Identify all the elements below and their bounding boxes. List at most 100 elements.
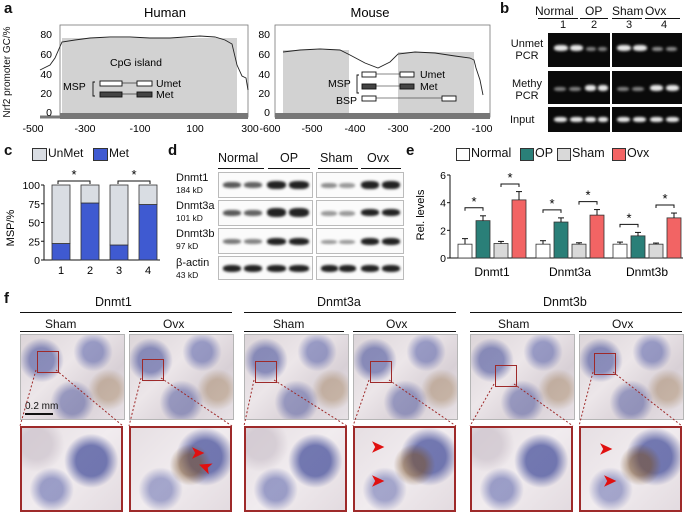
blot-actin-left [218, 256, 313, 280]
arrow-icon: ➤ [191, 445, 205, 462]
c-xtick: 3 [116, 265, 122, 277]
d-prot-4: β-actin 43 kD [176, 257, 210, 280]
micrograph-dnmt3a-sham [244, 334, 349, 420]
group-ovx: Ovx [645, 4, 667, 18]
blot-dnmt3a-left [218, 200, 313, 226]
e-ytick: 6 [440, 170, 446, 182]
f-gene-2: Dnmt3a [317, 295, 361, 309]
svg-text:-600: -600 [259, 123, 280, 135]
zoom-dnmt3a-sham [244, 426, 347, 512]
e-bar [475, 220, 491, 259]
e-bar [571, 243, 587, 259]
micrograph-dnmt3b-sham [470, 334, 575, 420]
gel-methy-right [612, 71, 682, 104]
f-cond-2: Ovx [163, 317, 185, 331]
e-legend-swatch [520, 148, 534, 161]
legend-unmet-swatch [32, 148, 47, 161]
e-sig-bracket [464, 207, 484, 211]
f-cond-4: Ovx [386, 317, 408, 331]
panel-d-label: d [168, 142, 178, 159]
e-bar [666, 217, 682, 259]
e-sig-star: * [662, 191, 667, 206]
human-umet-label: Umet [156, 78, 181, 90]
zoom-connectors [19, 369, 683, 427]
svg-text:-500: -500 [22, 123, 43, 135]
e-xtick: Dnmt3b [626, 265, 668, 279]
c-ylabel: MSP/% [5, 209, 17, 246]
svg-text:80: 80 [258, 29, 270, 41]
arrow-icon: ➤ [371, 439, 385, 456]
e-legend: Normal OP Sham Ovx [456, 146, 684, 162]
e-sig-star: * [507, 170, 512, 185]
c-xtick: 2 [87, 265, 93, 277]
group-normal: Normal [535, 4, 574, 18]
mouse-title: Mouse [350, 5, 389, 20]
micrograph-dnmt1-ovx [129, 334, 234, 420]
f-cond-6: Ovx [612, 317, 634, 331]
panel-b-label: b [500, 0, 510, 17]
e-legend-swatch [557, 148, 571, 161]
c-bar-unmet [80, 184, 100, 204]
svg-text:20: 20 [258, 88, 270, 100]
micrograph-dnmt3a-ovx [353, 334, 458, 420]
gel-unmet-left [548, 33, 610, 67]
c-bar-unmet [51, 184, 71, 244]
lane-1: 1 [560, 19, 567, 31]
panel-c-label: c [4, 142, 13, 159]
lane-4: 4 [661, 19, 668, 31]
d-group-normal: Normal [218, 151, 259, 165]
panel-f-label: f [4, 290, 9, 307]
svg-text:40: 40 [40, 69, 52, 81]
blot-dnmt1-right [316, 172, 404, 198]
c-bar-unmet [109, 184, 129, 246]
blot-dnmt1-left [218, 172, 313, 198]
svg-text:80: 80 [40, 29, 52, 41]
e-sig-bracket [655, 204, 675, 209]
svg-text:-300: -300 [74, 123, 95, 135]
e-sig-bracket [619, 223, 639, 228]
e-sig-bracket [578, 201, 598, 205]
lane-2: 2 [591, 19, 598, 31]
micrograph-dnmt3b-ovx [579, 334, 684, 420]
cpg-island-label: CpG island [110, 57, 162, 69]
blot-actin-right [316, 256, 404, 280]
row-input: Input [510, 114, 535, 126]
f-cond-1: Sham [45, 317, 77, 331]
c-ytick: 100 [22, 180, 40, 192]
e-sig-bracket [500, 183, 520, 187]
svg-text:-100: -100 [129, 123, 150, 135]
zoom-dnmt1-sham [20, 426, 123, 512]
human-met-label: Met [156, 89, 174, 101]
svg-text:60: 60 [40, 49, 52, 61]
svg-text:40: 40 [258, 69, 270, 81]
e-ytick: 4 [440, 198, 446, 210]
e-bar [648, 243, 664, 259]
blot-dnmt3b-right [316, 228, 404, 254]
row-methy: Methy PCR [512, 78, 542, 102]
d-prot-3: Dnmt3b 97 kD [176, 228, 215, 251]
micrograph-dnmt1-sham: 0.2 mm [20, 334, 125, 420]
panel-c-chart: MSP/% 0 25 50 75 100 1 2 3 4 * * [5, 167, 160, 277]
arrow-icon: ➤ [599, 441, 613, 458]
d-prot-1: Dnmt1 184 kD [176, 172, 209, 195]
e-xtick: Dnmt3a [549, 265, 591, 279]
e-sig-star: * [626, 210, 631, 225]
gel-unmet-right [612, 33, 682, 67]
gel-input-left [548, 107, 610, 132]
svg-text:-400: -400 [344, 123, 365, 135]
panel-e-label: e [406, 142, 415, 159]
c-sig-2: * [131, 167, 136, 182]
e-sig-star: * [549, 196, 554, 211]
zoom-dnmt3b-sham [470, 426, 573, 512]
panel-a-plots: Human CpG island MSP Umet Met 0 20 40 60… [22, 5, 492, 135]
e-sig-star: * [585, 188, 590, 203]
e-legend-item: Ovx [627, 146, 650, 160]
human-plot: Human CpG island MSP Umet Met 0 20 40 60… [22, 5, 258, 135]
blot-dnmt3a-right [316, 200, 404, 226]
e-bar [553, 221, 569, 259]
group-op: OP [585, 4, 603, 18]
e-ytick: 0 [440, 253, 446, 265]
f-cond-5: Sham [498, 317, 530, 331]
e-xtick: Dnmt1 [474, 265, 510, 279]
e-legend-swatch [456, 148, 470, 161]
